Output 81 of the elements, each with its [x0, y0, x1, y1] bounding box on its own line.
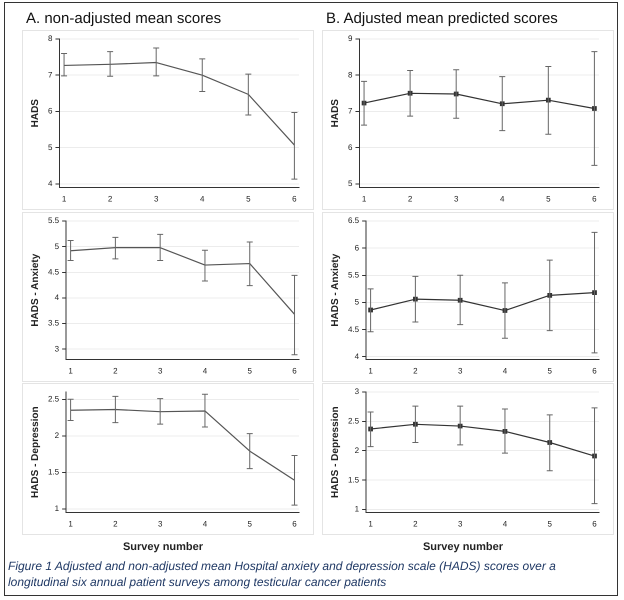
y-tick-label: 7 [348, 106, 353, 116]
chart-title: A. non-adjusted mean scores [25, 9, 222, 29]
x-tick-label: 1 [62, 194, 67, 204]
y-tick-label: 3 [354, 387, 360, 396]
caption: Figure 1 Adjusted and non-adjusted mean Hospital anxiety and depression scale (HADS) scores over a longitudinal six annual patient surveys among testicular cancer patients [8, 558, 557, 590]
y-tick-label: 2.5 [48, 394, 60, 404]
x-tick-label: 4 [502, 366, 508, 376]
x-tick-label: 4 [502, 519, 508, 528]
x-tick-label: 5 [248, 366, 253, 376]
x-tick-label: 3 [454, 194, 459, 204]
x-tick-label: 6 [592, 519, 598, 528]
y-tick-label: 3.5 [48, 318, 60, 328]
x-axis-title: Survey number [422, 541, 504, 553]
x-tick-label: 1 [368, 519, 374, 528]
x-tick-label: 6 [592, 366, 598, 376]
y-tick-label: 4 [354, 352, 360, 361]
x-tick-label: 3 [158, 519, 163, 528]
x-tick-label: 2 [408, 194, 413, 204]
y-tick-label: 9 [348, 34, 353, 44]
y-tick-label: 1 [354, 504, 360, 514]
x-tick-label: 6 [292, 519, 298, 528]
y-tick-label: 4.5 [48, 267, 60, 276]
x-tick-label: 1 [368, 366, 374, 376]
x-tick-label: 4 [202, 519, 208, 528]
y-tick-label: 1.5 [348, 475, 360, 484]
point [368, 426, 373, 432]
y-tick-label: 1.5 [48, 467, 60, 476]
x-tick-label: 3 [154, 194, 159, 204]
x-tick-label: 1 [68, 519, 74, 528]
y-tick-label: 1 [54, 504, 60, 513]
y-tick-label: 4 [48, 178, 53, 188]
y-tick-label: 6.5 [348, 216, 360, 226]
point [362, 100, 366, 106]
y-tick-label: 8 [48, 34, 53, 44]
x-tick-label: 5 [548, 519, 553, 528]
y-tick-label: 2.5 [348, 416, 360, 426]
y-tick-label: 5 [54, 242, 60, 251]
x-axis-title: Survey number [122, 541, 204, 553]
y-tick-label: 3 [54, 344, 60, 354]
x-tick-label: 4 [500, 194, 506, 204]
x-tick-label: 3 [458, 519, 463, 528]
y-tick-label: 5.5 [48, 216, 60, 226]
y-tick-label: 5.5 [348, 270, 360, 280]
x-tick-label: 5 [548, 366, 553, 376]
x-tick-label: 6 [292, 366, 298, 376]
y-axis-title: HADS - Anxiety [30, 253, 41, 327]
x-tick-label: 2 [113, 519, 118, 528]
x-tick-label: 5 [246, 194, 252, 204]
y-axis-title: HADS - Depression [330, 406, 341, 498]
y-tick-label: 6 [348, 142, 353, 152]
y-tick-label: 4.5 [348, 324, 360, 334]
x-tick-label: 2 [113, 366, 118, 376]
x-tick-label: 4 [202, 366, 208, 376]
y-tick-label: 8 [348, 70, 353, 80]
y-tick-label: 2 [54, 430, 60, 440]
x-tick-label: 6 [592, 194, 598, 204]
x-tick-label: 2 [413, 366, 418, 376]
y-tick-label: 7 [48, 70, 53, 80]
x-tick-label: 1 [362, 194, 367, 204]
y-axis-title: HADS - Anxiety [330, 253, 341, 327]
x-tick-label: 5 [546, 194, 552, 204]
x-tick-label: 5 [248, 519, 253, 528]
x-tick-label: 1 [68, 366, 74, 376]
y-tick-label: 5 [48, 142, 53, 152]
y-tick-label: 6 [48, 106, 53, 116]
y-axis-title: HADS [330, 98, 341, 128]
y-tick-label: 4 [54, 293, 60, 302]
y-tick-label: 5 [354, 298, 360, 307]
x-tick-label: 6 [292, 194, 298, 204]
y-tick-label: 5 [348, 178, 353, 188]
x-tick-label: 4 [200, 194, 206, 204]
x-tick-label: 2 [108, 194, 113, 204]
y-axis-title: HADS [30, 98, 41, 128]
x-tick-label: 2 [413, 519, 418, 528]
x-tick-label: 3 [158, 366, 163, 376]
point [368, 308, 373, 312]
y-axis-title: HADS - Depression [30, 406, 41, 498]
chart-title: B. Adjusted mean predicted scores [325, 9, 559, 29]
y-tick-label: 2 [354, 446, 360, 455]
x-tick-label: 3 [458, 366, 463, 376]
y-tick-label: 6 [354, 243, 360, 252]
